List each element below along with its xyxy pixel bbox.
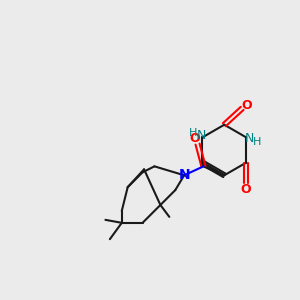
Text: N: N [178,168,190,182]
Text: H: H [252,137,261,147]
Text: H: H [189,128,198,138]
Text: O: O [241,184,251,196]
Text: N: N [244,132,254,146]
Text: N: N [196,129,206,142]
Text: O: O [241,99,252,112]
Text: O: O [189,132,200,145]
